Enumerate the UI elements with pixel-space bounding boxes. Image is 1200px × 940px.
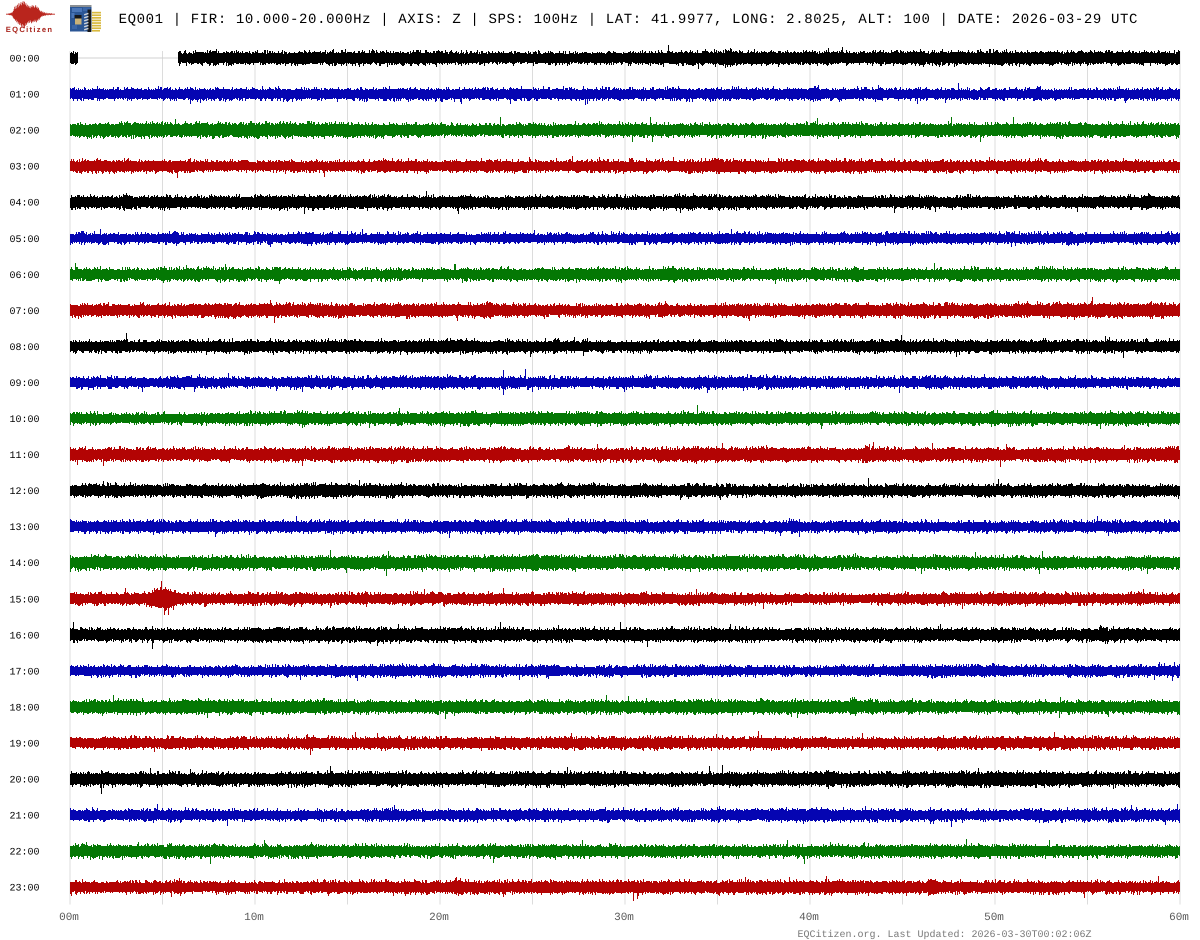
svg-text:50m: 50m — [984, 912, 1004, 924]
svg-text:30m: 30m — [614, 912, 634, 924]
svg-text:04:00: 04:00 — [9, 199, 39, 210]
svg-text:40m: 40m — [799, 912, 819, 924]
svg-text:07:00: 07:00 — [9, 307, 39, 318]
svg-text:14:00: 14:00 — [9, 559, 39, 570]
svg-text:03:00: 03:00 — [9, 163, 39, 174]
svg-text:09:00: 09:00 — [9, 379, 39, 390]
svg-text:11:00: 11:00 — [9, 451, 39, 462]
svg-text:01:00: 01:00 — [9, 91, 39, 102]
svg-text:22:00: 22:00 — [9, 848, 39, 859]
svg-text:02:00: 02:00 — [9, 127, 39, 138]
svg-text:60m: 60m — [1169, 912, 1189, 924]
svg-text:20m: 20m — [429, 912, 449, 924]
svg-text:EQ001 | FIR: 10.000-20.000Hz |: EQ001 | FIR: 10.000-20.000Hz | AXIS: Z |… — [119, 12, 1138, 28]
svg-text:06:00: 06:00 — [9, 271, 39, 282]
svg-text:21:00: 21:00 — [9, 812, 39, 823]
svg-text:EQCitizen.org. Last Updated: 2: EQCitizen.org. Last Updated: 2026-03-30T… — [798, 929, 1092, 940]
svg-text:00m: 00m — [59, 912, 79, 924]
svg-text:15:00: 15:00 — [9, 595, 39, 606]
svg-text:19:00: 19:00 — [9, 740, 39, 751]
svg-text:12:00: 12:00 — [9, 487, 39, 498]
svg-text:08:00: 08:00 — [9, 343, 39, 354]
svg-text:10m: 10m — [244, 912, 264, 924]
svg-text:16:00: 16:00 — [9, 631, 39, 642]
svg-text:17:00: 17:00 — [9, 667, 39, 678]
svg-text:05:00: 05:00 — [9, 235, 39, 246]
svg-text:13:00: 13:00 — [9, 523, 39, 534]
svg-text:20:00: 20:00 — [9, 776, 39, 787]
svg-text:EQCitizen: EQCitizen — [6, 25, 54, 34]
svg-text:23:00: 23:00 — [9, 884, 39, 895]
svg-text:10:00: 10:00 — [9, 415, 39, 426]
svg-text:00:00: 00:00 — [9, 55, 39, 66]
svg-text:18:00: 18:00 — [9, 703, 39, 714]
